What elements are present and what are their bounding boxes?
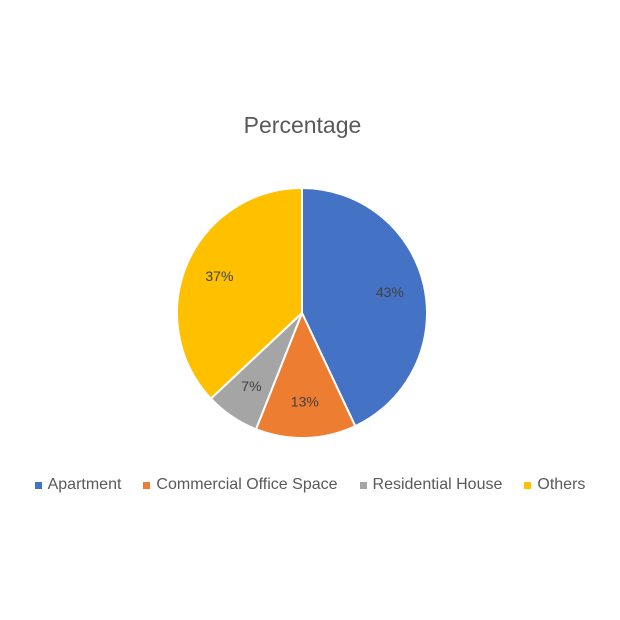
data-label: 37% bbox=[205, 268, 233, 284]
pie-slice-commercial-office-space bbox=[254, 310, 357, 439]
legend-item: Residential House bbox=[359, 476, 503, 494]
legend-label: Others bbox=[537, 476, 586, 493]
legend-swatch bbox=[143, 481, 151, 489]
legend-item: Others bbox=[524, 476, 585, 494]
chart-legend: Apartment Commercial Office Space Resident… bbox=[0, 476, 620, 494]
legend-label: Apartment bbox=[47, 476, 122, 493]
data-label: 7% bbox=[241, 378, 261, 394]
pie-slice-others bbox=[176, 186, 303, 400]
legend-swatch bbox=[359, 481, 367, 489]
legend-label: Residential House bbox=[372, 476, 503, 493]
legend-swatch bbox=[524, 481, 532, 489]
data-label: 43% bbox=[376, 284, 404, 300]
legend-item: Commercial Office Space bbox=[143, 476, 338, 494]
chart-title: Percentage bbox=[243, 112, 362, 138]
legend-swatch bbox=[34, 481, 42, 489]
pie-slice-apartment bbox=[301, 186, 428, 428]
legend-label: Commercial Office Space bbox=[156, 476, 338, 493]
legend-item: Apartment bbox=[34, 476, 122, 494]
data-label: 13% bbox=[291, 394, 319, 410]
